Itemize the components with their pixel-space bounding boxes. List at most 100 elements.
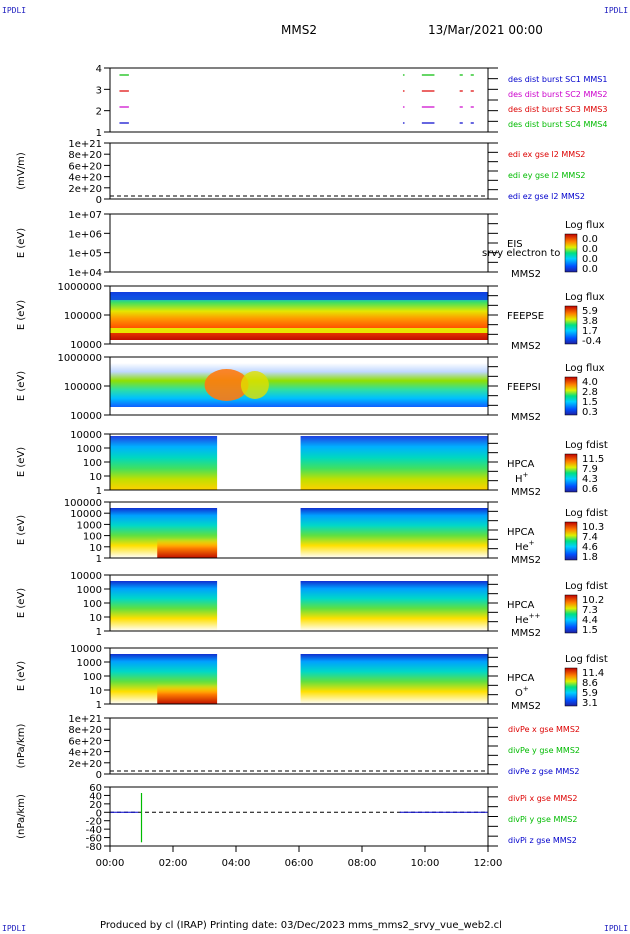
- corner-label-top-right: IPDLI: [604, 6, 629, 15]
- y-tick-label: -20: [86, 817, 102, 828]
- spectrogram-segment-2: [300, 436, 488, 490]
- y-tick-label: 10: [89, 472, 102, 483]
- colorbar-tick-label: 10.2: [582, 595, 604, 606]
- spacecraft-label: MMS2: [511, 487, 541, 498]
- y-tick-label: 1000: [77, 658, 102, 669]
- y-axis-label: E (eV): [16, 228, 27, 258]
- colorbar-tick-label: 0.3: [582, 407, 598, 418]
- colorbar-tick-label: 4.4: [582, 615, 598, 626]
- spacecraft-label: MMS2: [511, 555, 541, 566]
- legend-entry: divPi z gse MMS2: [508, 836, 577, 845]
- legend-entry: des dist burst SC3 MMS3: [508, 105, 607, 114]
- colorbar-tick-label: 0.0: [582, 244, 598, 255]
- instrument-label: FEEPSE: [507, 311, 544, 322]
- colorbar: [564, 594, 578, 634]
- colorbar: [564, 233, 578, 273]
- corner-label-top-left: IPDLI: [2, 6, 27, 15]
- colorbar-tick-label: 4.6: [582, 542, 598, 553]
- colorbar: [564, 453, 578, 493]
- y-tick-label: 10000: [70, 430, 102, 441]
- y-tick-label: 1: [96, 554, 102, 565]
- y-axis-label: (mV/m): [16, 152, 27, 190]
- y-tick-label: 1000000: [57, 353, 102, 364]
- spacecraft-label: MMS2: [511, 269, 541, 280]
- instrument-label: FEEPSI: [507, 382, 541, 393]
- y-tick-label: -80: [86, 842, 102, 853]
- y-tick-label: 1e+21: [68, 714, 102, 725]
- panel-divpe: [104, 717, 489, 775]
- panel-edi: [104, 142, 489, 200]
- legend-entry: divPi x gse MMS2: [508, 794, 577, 803]
- feepse-low-band: [110, 328, 488, 333]
- y-tick-label: 10000: [70, 571, 102, 582]
- y-tick-label: 1: [96, 486, 102, 497]
- y-tick-label: 10000: [70, 509, 102, 520]
- legend-entry: edi ex gse l2 MMS2: [508, 150, 585, 159]
- y-tick-label: 3: [96, 85, 102, 96]
- colorbar-title: Log fdist: [565, 440, 608, 451]
- colorbar-tick-label: 1.8: [582, 552, 598, 563]
- y-tick-label: 100000: [64, 311, 102, 322]
- colorbar-tick-label: 7.4: [582, 532, 598, 543]
- colorbar-tick-label: 1.5: [582, 397, 598, 408]
- x-tick-label: 06:00: [285, 858, 314, 869]
- colorbar-title: Log flux: [565, 363, 605, 374]
- footer-credit: Produced by cl (IRAP) Printing date: 03/…: [100, 920, 502, 931]
- spectrogram-segment-2: [300, 581, 488, 631]
- y-tick-label: 100: [83, 532, 102, 543]
- panel-frame: [109, 717, 489, 775]
- y-tick-label: 1e+06: [68, 229, 102, 240]
- legend-entry: des dist burst SC1 MMS1: [508, 75, 607, 84]
- feepse-top-band: [110, 292, 488, 300]
- y-tick-label: 100: [83, 672, 102, 683]
- y-tick-label: -40: [86, 825, 102, 836]
- y-tick-label: 8e+20: [68, 150, 102, 161]
- y-tick-label: 1e+05: [68, 249, 102, 260]
- colorbar-tick-label: 3.1: [582, 698, 598, 709]
- colorbar-tick-label: 10.3: [582, 522, 604, 533]
- instrument-label: HPCA: [507, 600, 535, 611]
- colorbar-tick-label: 0.6: [582, 484, 598, 495]
- x-tick-label: 00:00: [96, 858, 125, 869]
- spectrogram-segment-1: [110, 436, 218, 490]
- y-tick-label: 10: [89, 613, 102, 624]
- colorbar-tick-label: 0.0: [582, 234, 598, 245]
- colorbar-tick-label: 3.8: [582, 316, 598, 327]
- colorbar-tick-label: 0.0: [582, 264, 598, 275]
- y-tick-label: 1: [96, 700, 102, 711]
- colorbar-tick-label: 8.6: [582, 678, 598, 689]
- y-tick-label: 1000: [77, 444, 102, 455]
- low-energy-band: [157, 538, 218, 558]
- panel-feepsi: [104, 356, 578, 416]
- legend-entry: edi ez gse l2 MMS2: [508, 192, 585, 201]
- y-tick-label: 100000: [64, 382, 102, 393]
- species-label: H+: [515, 471, 529, 485]
- y-tick-label: 20: [89, 800, 102, 811]
- y-tick-label: 0: [96, 808, 102, 819]
- y-tick-label: 1e+07: [68, 210, 102, 221]
- page-date: 13/Mar/2021 00:00: [428, 23, 543, 37]
- page-title: MMS2: [281, 23, 317, 37]
- colorbar-tick-label: 1.5: [582, 625, 598, 636]
- colorbar-title: Log flux: [565, 292, 605, 303]
- species-label: He++: [515, 612, 541, 626]
- y-axis-label: E (eV): [16, 447, 27, 477]
- y-tick-label: 100: [83, 458, 102, 469]
- panel-hpca_he: [104, 501, 578, 561]
- panel-frame: [109, 786, 489, 847]
- colorbar-tick-label: 11.5: [582, 454, 604, 465]
- species-label: O+: [515, 685, 529, 699]
- spacecraft-label: MMS2: [511, 701, 541, 712]
- x-tick-label: 10:00: [411, 858, 440, 869]
- y-tick-label: 6e+20: [68, 736, 102, 747]
- y-tick-label: 4e+20: [68, 748, 102, 759]
- colorbar: [564, 667, 578, 707]
- feepsi-spectrogram: [110, 363, 488, 407]
- colorbar-tick-label: 7.9: [582, 464, 598, 475]
- panel-hpca_o: [104, 647, 578, 707]
- y-tick-label: 60: [89, 783, 102, 794]
- y-axis-label: E (eV): [16, 661, 27, 691]
- spectrogram-segment-2: [300, 654, 488, 704]
- feepsi-hot-region: [204, 369, 249, 401]
